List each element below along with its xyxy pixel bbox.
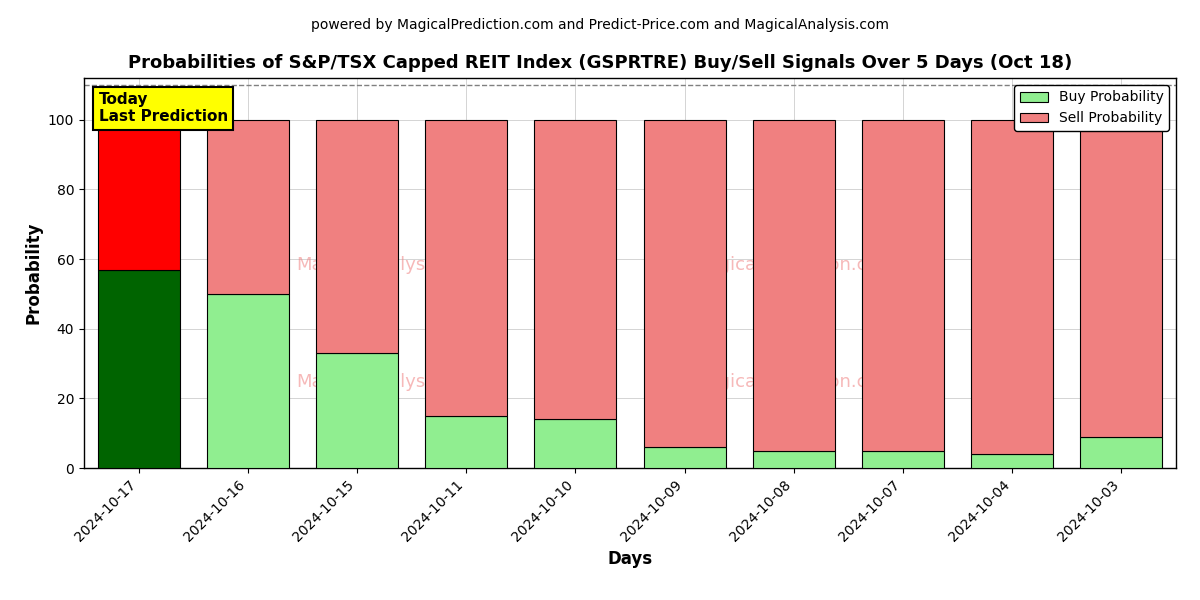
Bar	[1080, 437, 1163, 468]
Legend: Buy Probability, Sell Probability: Buy Probability, Sell Probability	[1014, 85, 1169, 131]
Text: MagicalAnalysis.com: MagicalAnalysis.com	[296, 373, 484, 391]
Bar	[316, 353, 398, 468]
Text: powered by MagicalPrediction.com and Predict-Price.com and MagicalAnalysis.com: powered by MagicalPrediction.com and Pre…	[311, 18, 889, 32]
Bar	[534, 120, 617, 419]
Bar	[425, 120, 508, 416]
Bar	[971, 454, 1054, 468]
Bar	[643, 120, 726, 447]
Bar	[97, 120, 180, 269]
Text: Probabilities of S&P/TSX Capped REIT Index (GSPRTRE) Buy/Sell Signals Over 5 Day: Probabilities of S&P/TSX Capped REIT Ind…	[128, 54, 1072, 72]
Y-axis label: Probability: Probability	[24, 222, 42, 324]
Text: MagicalPrediction.com: MagicalPrediction.com	[692, 256, 895, 274]
Bar	[1080, 120, 1163, 437]
Text: Today
Last Prediction: Today Last Prediction	[98, 92, 228, 124]
X-axis label: Days: Days	[607, 550, 653, 568]
Bar	[425, 416, 508, 468]
Bar	[971, 120, 1054, 454]
Text: MagicalAnalysis.com: MagicalAnalysis.com	[296, 256, 484, 274]
Bar	[643, 447, 726, 468]
Bar	[316, 120, 398, 353]
Bar	[206, 294, 289, 468]
Bar	[206, 120, 289, 294]
Bar	[752, 451, 835, 468]
Bar	[862, 451, 944, 468]
Bar	[97, 269, 180, 468]
Bar	[534, 419, 617, 468]
Bar	[862, 120, 944, 451]
Text: MagicalPrediction.com: MagicalPrediction.com	[692, 373, 895, 391]
Bar	[752, 120, 835, 451]
